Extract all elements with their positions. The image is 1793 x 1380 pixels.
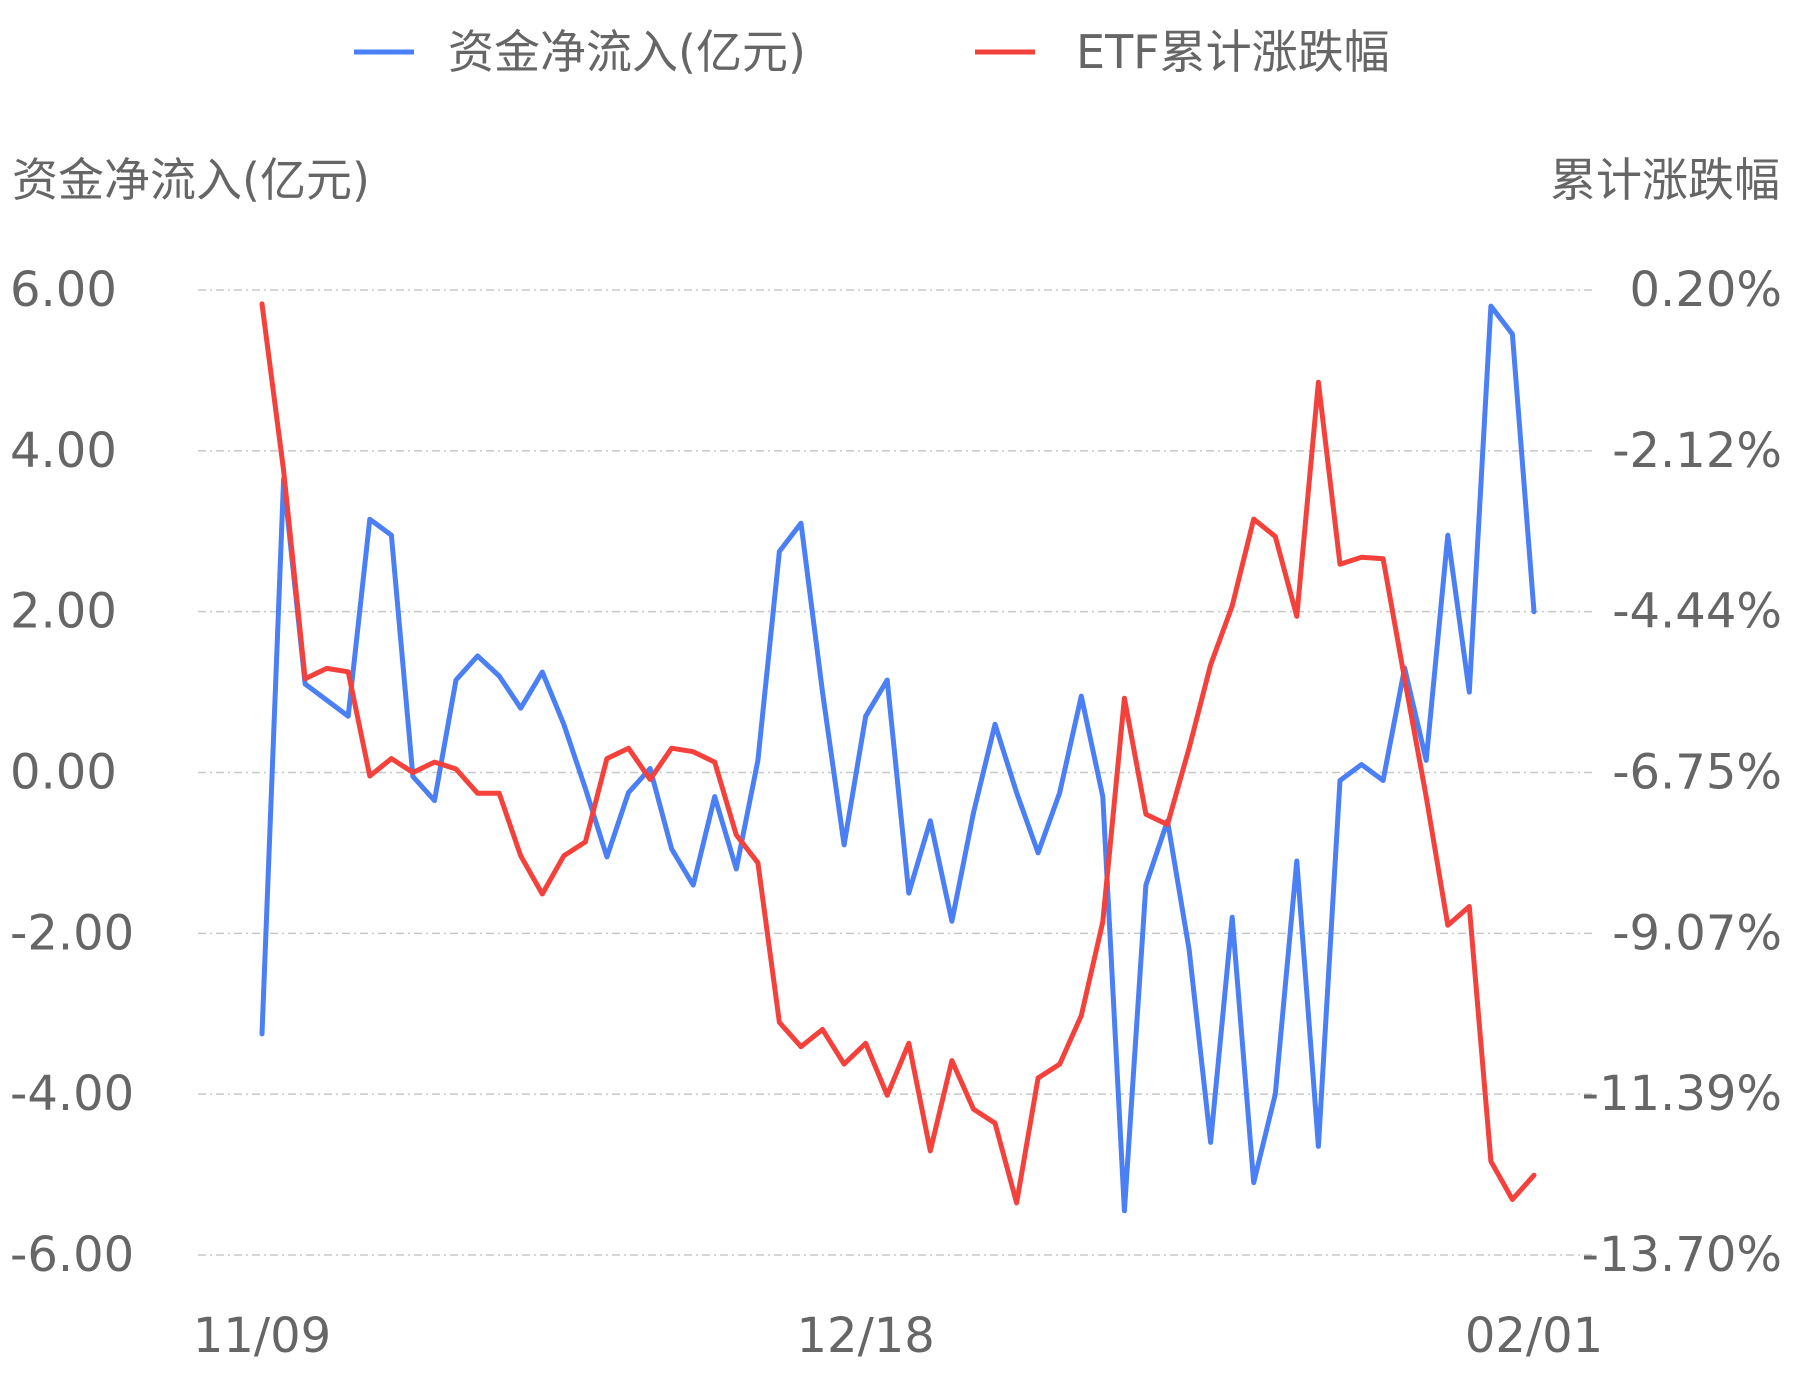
- left-tick-label: 4.00: [10, 423, 117, 479]
- left-tick-label: 2.00: [10, 584, 117, 640]
- left-tick-label: -6.00: [10, 1227, 134, 1283]
- right-axis-title: 累计涨跌幅: [1550, 153, 1780, 207]
- x-tick-label: 11/09: [193, 1308, 331, 1364]
- x-tick-label: 02/01: [1465, 1308, 1603, 1364]
- left-tick-label: -2.00: [10, 905, 134, 961]
- right-tick-label: -4.44%: [1612, 584, 1782, 640]
- right-tick-label: -13.70%: [1582, 1227, 1782, 1283]
- right-tick-label: 0.20%: [1630, 262, 1782, 318]
- series-line-1: [259, 303, 1537, 1214]
- series: [259, 301, 1537, 1214]
- right-axis-ticks: 0.20% -2.12% -4.44% -6.75% -9.07% -11.39% -13.…: [1582, 262, 1782, 1283]
- gridlines: [198, 289, 1595, 1256]
- x-tick-label: 12/18: [796, 1308, 934, 1364]
- x-axis-ticks: 11/09 12/18 02/01: [193, 1308, 1603, 1364]
- legend-label-series-1: 资金净流入(亿元): [448, 25, 806, 79]
- legend: 资金净流入(亿元) ETF累计涨跌幅: [354, 25, 1390, 79]
- series-line-2: [259, 301, 1537, 1206]
- left-tick-label: 6.00: [10, 262, 117, 318]
- left-axis-ticks: 6.00 4.00 2.00 0.00 -2.00 -4.00 -6.00: [10, 262, 134, 1283]
- left-tick-label: 0.00: [10, 745, 117, 801]
- right-tick-label: -11.39%: [1582, 1066, 1782, 1122]
- left-axis-title: 资金净流入(亿元): [12, 153, 370, 207]
- right-tick-label: -2.12%: [1612, 423, 1782, 479]
- legend-label-series-2: ETF累计涨跌幅: [1076, 25, 1390, 79]
- right-tick-label: -6.75%: [1612, 745, 1782, 801]
- right-tick-label: -9.07%: [1612, 905, 1782, 961]
- left-tick-label: -4.00: [10, 1066, 134, 1122]
